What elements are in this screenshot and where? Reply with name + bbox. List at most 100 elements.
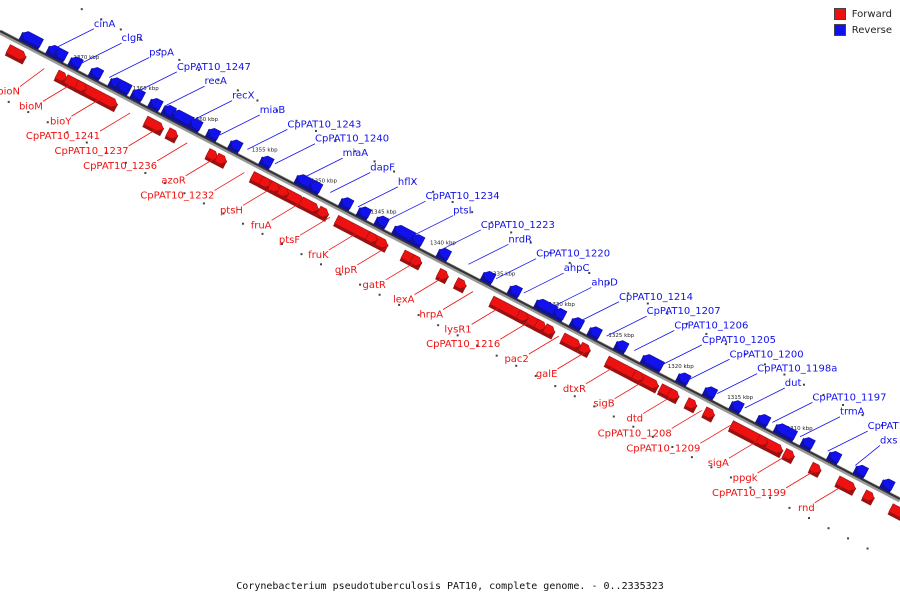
gene-label: CpPAT10_1232 — [140, 172, 245, 202]
track-dot — [178, 58, 181, 61]
gene-label-text: hflX — [398, 177, 418, 188]
gene-label-text: CpPAT10_1198a — [757, 364, 837, 375]
gene-label-text: dut — [785, 378, 802, 389]
track-dot — [568, 261, 571, 264]
label-leader — [19, 68, 45, 87]
helper-dots — [7, 8, 884, 550]
reverse-gene — [87, 67, 105, 82]
gene-body — [802, 437, 816, 450]
gene-body — [5, 44, 27, 60]
label-leader — [109, 57, 150, 78]
gene-label: CpPAT10_1208 — [598, 410, 702, 439]
tick-label-text: 1350 kbp — [311, 179, 337, 185]
tick-label: 1365 kbp — [133, 86, 159, 92]
forward-gene — [364, 231, 379, 248]
label-leader — [772, 402, 813, 423]
reverse-gene — [306, 181, 324, 196]
track-dot — [671, 446, 674, 449]
reverse-gene — [612, 340, 630, 355]
gene-label: CpPAT10_1236 — [83, 142, 188, 172]
gene-label: hflX — [357, 177, 418, 208]
gene-label: CpPAT10_1247 — [136, 62, 251, 93]
label-leader — [744, 387, 785, 409]
gene-body — [453, 277, 467, 290]
gene-body — [190, 118, 204, 131]
reverse-gene — [226, 139, 244, 154]
label-leader — [271, 201, 302, 221]
reverse-gene — [799, 437, 816, 452]
track-dot — [280, 243, 283, 246]
tick-label-text: 1310 kbp — [787, 426, 813, 432]
gene-body — [702, 406, 715, 419]
forward-gene — [275, 184, 290, 202]
reverse-gene — [391, 225, 417, 244]
gene-label-text: clgR — [122, 33, 144, 44]
track-dot — [275, 109, 278, 112]
label-leader — [500, 320, 531, 340]
track-dot — [802, 383, 805, 386]
gene-body — [411, 234, 426, 247]
tick-label: 1310 kbp — [787, 426, 813, 432]
gene-label-text: ahpD — [591, 277, 618, 288]
track-dot — [510, 231, 513, 234]
track-dot — [763, 363, 766, 366]
forward-gene — [541, 323, 556, 340]
label-leader — [357, 186, 399, 208]
gene-label-text: CpPAT10_1247 — [177, 62, 251, 73]
track-dot — [236, 89, 239, 92]
track-dot — [80, 8, 83, 11]
gene-label-text: fruA — [251, 220, 272, 231]
track-dot — [300, 253, 303, 256]
gene-label-text: dxs — [880, 435, 897, 446]
gene-body — [376, 215, 390, 228]
reverse-gene — [506, 284, 523, 300]
tick-label-text: 1315 kbp — [727, 395, 753, 401]
gene-label-text: CpPAT10_1240 — [315, 134, 389, 145]
gene-label-text: rnd — [798, 503, 815, 514]
track-dot — [163, 182, 166, 185]
track-dot — [412, 180, 415, 183]
gene-label: CpPAT10_1234 — [385, 191, 500, 222]
track-dot — [490, 221, 493, 224]
gene-label-text: miaA — [343, 148, 369, 159]
track-dot — [554, 385, 557, 388]
gene-body — [438, 247, 453, 261]
forward-gene — [577, 341, 591, 358]
track-dot — [158, 48, 161, 51]
gene-body — [731, 400, 745, 413]
gene-label-text: dtxR — [563, 384, 586, 395]
gene-label-text: gatR — [363, 280, 386, 291]
track-dot — [217, 79, 220, 82]
legend-forward-label: Forward — [851, 8, 892, 20]
track-dot — [202, 202, 205, 205]
gene-label-text: CpPAT10_1216 — [426, 339, 500, 350]
gene-label: gatR — [363, 261, 417, 291]
gene-body — [560, 332, 581, 349]
gene-body — [678, 372, 692, 385]
tick-label-text: 1355 kbp — [252, 148, 278, 154]
forward-swatch — [833, 8, 846, 20]
reverse-gene-labels: cinAclgRpspACpPAT10_1247recArecXmiaBCpPA… — [53, 19, 900, 466]
gene-body — [214, 152, 227, 165]
track-dot — [534, 374, 537, 377]
track-dot — [432, 190, 435, 193]
reverse-gene — [639, 354, 665, 373]
gene-label-text: CpPAT10_1196 — [868, 421, 900, 432]
forward-gene — [514, 309, 529, 326]
track-dot — [573, 395, 576, 398]
tick-label-text: 1320 kbp — [668, 364, 694, 370]
track-dot — [807, 517, 810, 520]
label-leader — [471, 306, 502, 325]
gene-body — [70, 56, 84, 69]
label-leader — [614, 380, 645, 400]
reverse-gene — [18, 31, 44, 51]
forward-gene — [807, 461, 822, 478]
tick-label: 1315 kbp — [727, 395, 753, 401]
label-leader — [71, 97, 102, 117]
gene-body — [828, 450, 843, 464]
track-dot — [476, 344, 479, 347]
label-leader — [578, 301, 620, 323]
tick-label: 1335 kbp — [489, 271, 515, 277]
gene-body — [316, 205, 329, 218]
